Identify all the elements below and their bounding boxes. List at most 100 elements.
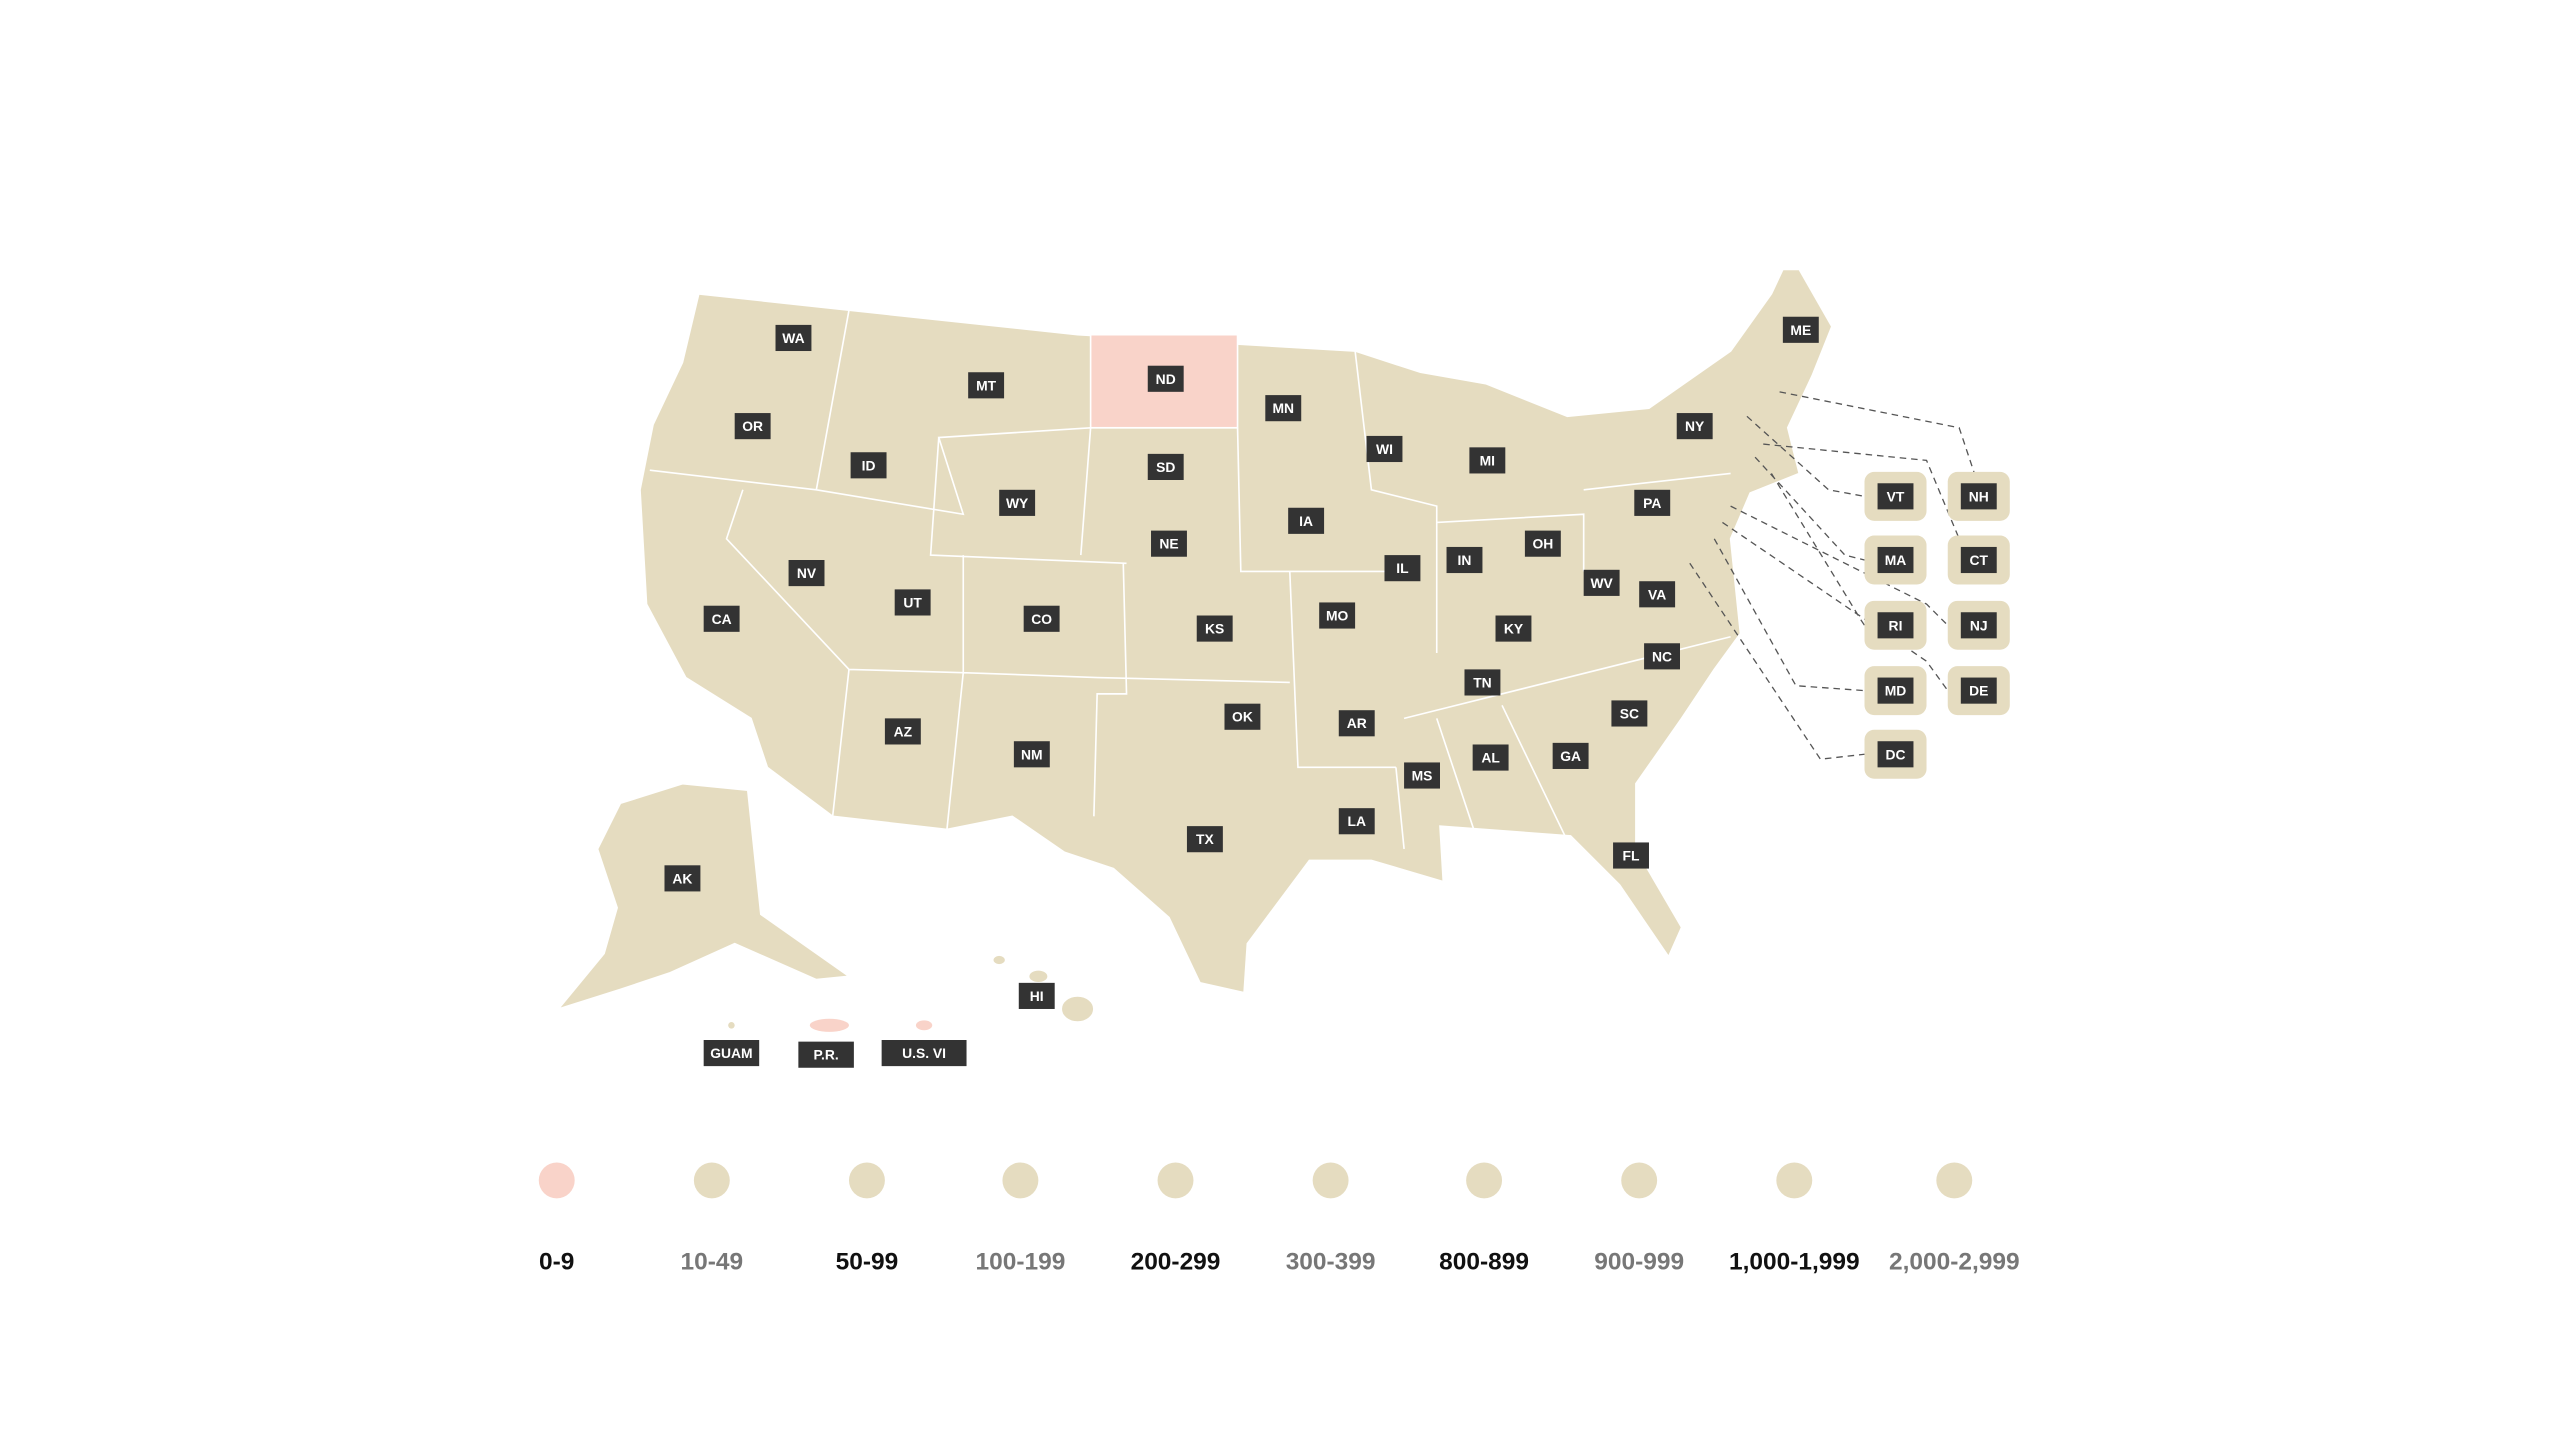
state-label: ME — [1790, 322, 1811, 338]
state-tag — [1288, 507, 1325, 534]
state-label: AL — [1481, 750, 1500, 766]
legend-swatch — [1776, 1162, 1813, 1199]
state-tag — [1469, 447, 1506, 474]
legend-label: 100-199 — [976, 1249, 1066, 1276]
state-label: U.S. VI — [902, 1045, 946, 1061]
state-label: ID — [862, 457, 876, 473]
state-tag — [881, 1040, 967, 1067]
legend-swatch — [1936, 1162, 1973, 1199]
state-tag — [703, 1040, 760, 1067]
legend-swatch — [538, 1162, 575, 1199]
state-label: OK — [1232, 709, 1253, 725]
state-label: OH — [1532, 536, 1553, 552]
state-label: GA — [1560, 748, 1581, 764]
state-tag — [1960, 483, 1997, 510]
state-tag — [850, 452, 887, 479]
state-label: SD — [1156, 459, 1175, 475]
state-tag — [1782, 316, 1819, 343]
state-label: MD — [1885, 683, 1907, 699]
virgin-islands — [915, 1020, 933, 1031]
state-tag — [884, 718, 921, 745]
state-tag — [999, 489, 1036, 516]
state-borders — [649, 310, 1731, 850]
legend-label: 300-399 — [1286, 1249, 1376, 1276]
state-tag — [703, 605, 740, 632]
guam — [728, 1022, 735, 1029]
state-label: CA — [712, 611, 732, 627]
state-tag — [1960, 546, 1997, 574]
hawaii — [991, 954, 1007, 966]
state-label: WA — [782, 330, 804, 346]
state-label: VT — [1887, 488, 1905, 504]
state-labels: WA OR ID MT ND SD WY NE MN WI MI IA IL IN OH PA NY ME NV UT… — [664, 316, 2010, 1068]
callout-leaders — [1689, 391, 1977, 760]
state-tag — [1446, 546, 1483, 574]
state-tag — [1583, 569, 1620, 596]
state-label: MN — [1272, 400, 1294, 416]
state-label: NJ — [1970, 617, 1988, 633]
state-tag — [1495, 615, 1532, 642]
state-tag — [775, 324, 812, 352]
state-tag — [1224, 703, 1261, 730]
state-tag — [1877, 546, 1914, 574]
state-label: IA — [1299, 513, 1313, 529]
legend-label: 900-999 — [1594, 1249, 1684, 1276]
legend-swatch — [1621, 1162, 1658, 1199]
state-tag — [1338, 710, 1375, 737]
state-tag — [1877, 741, 1914, 768]
state-tag — [1877, 612, 1914, 639]
legend-swatch — [693, 1162, 730, 1199]
legend-label: 10-49 — [681, 1249, 744, 1276]
state-tag — [1960, 677, 1997, 704]
legend-label: 1,000-1,999 — [1729, 1249, 1860, 1276]
legend-label: 2,000-2,999 — [1889, 1249, 2020, 1276]
state-tag — [1384, 555, 1421, 582]
state-tag — [1147, 365, 1184, 392]
state-label: KS — [1205, 621, 1224, 637]
state-label: IN — [1458, 552, 1472, 568]
state-tag — [1877, 677, 1914, 704]
state-tag — [1676, 413, 1713, 440]
state-label: NC — [1652, 648, 1672, 664]
state-tag — [1265, 395, 1302, 422]
state-label: NV — [797, 565, 817, 581]
state-tag — [1196, 615, 1233, 642]
map-shapes — [555, 268, 1977, 1032]
state-tag — [894, 589, 931, 616]
state-tag — [1524, 530, 1561, 557]
state-tag — [1634, 489, 1671, 516]
legend-label: 50-99 — [836, 1249, 899, 1276]
state-tag — [1404, 762, 1440, 789]
state-tag — [1639, 581, 1676, 608]
legend-label: 0-9 — [539, 1249, 574, 1276]
state-label: NH — [1969, 488, 1989, 504]
state-label: WI — [1376, 441, 1393, 457]
state-tag — [1644, 643, 1680, 670]
state-label: MS — [1412, 768, 1433, 784]
state-label: ND — [1156, 371, 1176, 387]
state-label: HI — [1030, 988, 1044, 1004]
state-label: VA — [1648, 586, 1666, 602]
state-tag — [788, 560, 825, 587]
legend-label: 200-299 — [1131, 1249, 1221, 1276]
state-tag — [1472, 744, 1509, 771]
state-tag — [1151, 530, 1187, 557]
state-tag — [1013, 741, 1050, 768]
state-label: CO — [1031, 611, 1052, 627]
state-label: PA — [1643, 495, 1661, 511]
legend-swatch — [1002, 1162, 1039, 1199]
state-label: NM — [1021, 746, 1043, 762]
state-label: WV — [1590, 575, 1613, 591]
legend-swatch — [1312, 1162, 1349, 1199]
state-label: CT — [1970, 552, 1989, 568]
state-tag — [1186, 826, 1223, 853]
state-tag — [1023, 605, 1060, 632]
state-label: MA — [1885, 552, 1907, 568]
state-label: AZ — [894, 723, 913, 739]
state-label: IL — [1396, 560, 1409, 576]
state-tag — [968, 372, 1005, 399]
state-label: GUAM — [710, 1045, 752, 1061]
state-tag — [1338, 808, 1375, 835]
state-label: TX — [1196, 831, 1214, 847]
